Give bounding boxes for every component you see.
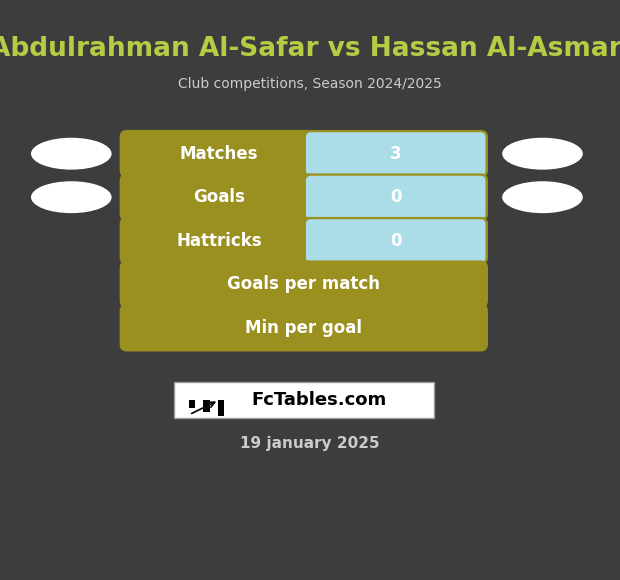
Ellipse shape [31,181,112,213]
Text: Min per goal: Min per goal [246,318,362,337]
FancyBboxPatch shape [120,130,488,177]
Bar [189,400,195,408]
Text: 0: 0 [390,231,401,250]
Text: Goals per match: Goals per match [228,275,380,293]
Ellipse shape [31,138,112,170]
Text: Abdulrahman Al-Safar vs Hassan Al-Asmari: Abdulrahman Al-Safar vs Hassan Al-Asmari [0,37,620,62]
FancyBboxPatch shape [120,260,488,308]
FancyBboxPatch shape [174,382,434,418]
FancyBboxPatch shape [306,132,485,175]
Text: 0: 0 [390,188,401,206]
Text: 3: 3 [390,144,402,163]
FancyBboxPatch shape [120,217,488,264]
Bar [218,400,224,416]
Text: Goals: Goals [193,188,245,206]
FancyBboxPatch shape [306,176,485,219]
Ellipse shape [502,138,583,170]
FancyBboxPatch shape [306,219,485,262]
Bar [203,400,210,412]
FancyBboxPatch shape [120,304,488,351]
Text: FcTables.com: FcTables.com [252,391,387,409]
Ellipse shape [502,181,583,213]
Text: Hattricks: Hattricks [176,231,262,250]
Text: 19 january 2025: 19 january 2025 [240,436,380,451]
FancyBboxPatch shape [120,173,488,221]
Text: Matches: Matches [180,144,259,163]
Text: Club competitions, Season 2024/2025: Club competitions, Season 2024/2025 [178,77,442,91]
